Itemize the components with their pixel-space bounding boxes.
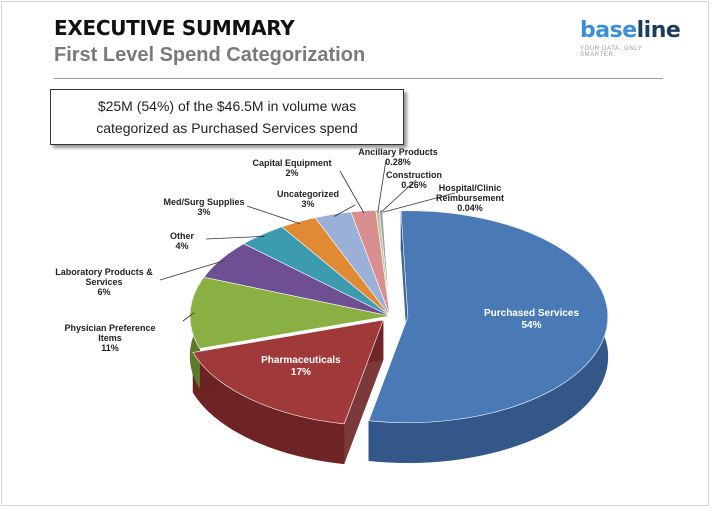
pie-label-value: 6% xyxy=(97,287,110,297)
leader-line-capital-equipment xyxy=(339,170,365,214)
logo-word-part2: line xyxy=(636,18,681,43)
baseline-logo: baseline YOUR DATA. ONLY SMARTER. xyxy=(580,18,681,59)
pie-label-value: 2% xyxy=(285,168,298,178)
pie-label-text: Med/Surg Supplies xyxy=(163,197,244,207)
summary-callout-box: $25M (54%) of the $46.5M in volume was c… xyxy=(50,89,404,145)
page-subtitle: First Level Spend Categorization xyxy=(54,44,366,66)
leader-line-laboratory-products-services xyxy=(159,260,225,281)
pie-label-other: Other 4% xyxy=(170,231,195,251)
pie-label-value: 3% xyxy=(197,207,210,217)
pie-label-text: Uncategorized xyxy=(277,189,339,199)
pie-label-hospital-clinic-reimbursement: Hospital/Clinic Reimbursement 0.04% xyxy=(436,183,504,213)
pie-label-text: Physician Preference xyxy=(64,323,155,333)
leader-line-physician-preference-items xyxy=(182,312,195,322)
pie-label-laboratory-products-services: Laboratory Products & Services 6% xyxy=(55,267,153,297)
pie-label-uncategorized: Uncategorized 3% xyxy=(277,189,339,209)
pie-label-value: 17% xyxy=(291,367,311,378)
pie-leader-lines-group xyxy=(159,159,456,322)
pie-label-ancillary-products: Ancillary Products 0.28% xyxy=(358,147,438,167)
pie-label-physician-preference-items: Physician Preference Items 11% xyxy=(64,323,155,353)
pie-label-text: Ancillary Products xyxy=(358,147,438,157)
pie-label-text: Hospital/Clinic xyxy=(439,183,502,193)
title-divider xyxy=(54,78,663,79)
pie-slice-physician-preference-items xyxy=(189,276,391,349)
pie-label-med-surg-supplies: Med/Surg Supplies 3% xyxy=(163,197,244,217)
pie-label-value: 0.04% xyxy=(457,203,483,213)
pie-label-text: Construction xyxy=(386,170,442,180)
pie-label-text: Purchased Services xyxy=(484,308,579,319)
leader-line-construction xyxy=(380,179,417,213)
pie-label-text: Reimbursement xyxy=(436,193,504,203)
pie-label-value: 54% xyxy=(521,320,541,331)
pie-label-text: Laboratory Products & xyxy=(55,267,153,277)
page-title: EXECUTIVE SUMMARY xyxy=(54,16,295,40)
logo-word-part1: base xyxy=(580,18,637,43)
pie-label-text: Items xyxy=(98,333,122,343)
pie-label-text: Capital Equipment xyxy=(252,158,331,168)
callout-line-1: $25M (54%) of the $46.5M in volume was xyxy=(97,98,357,114)
pie-label-value: 11% xyxy=(101,343,119,353)
pie-tops-group xyxy=(189,209,609,425)
leader-line-med-surg-supplies xyxy=(246,205,301,225)
leader-line-ancillary-products xyxy=(377,159,387,213)
pie-label-text: Pharmaceuticals xyxy=(261,355,341,366)
pie-slice-cut-face xyxy=(400,210,408,357)
leader-line-uncategorized xyxy=(333,204,356,217)
pie-label-value: 4% xyxy=(175,241,188,251)
pie-label-value: 0.26% xyxy=(401,180,427,190)
pie-label-capital-equipment: Capital Equipment 2% xyxy=(252,158,331,178)
pie-slice-purchased-services xyxy=(368,210,609,424)
callout-line-2: categorized as Purchased Services spend xyxy=(96,120,358,136)
pie-label-value: 3% xyxy=(301,199,314,209)
pie-label-text: Services xyxy=(85,277,122,287)
logo-wordmark: baseline xyxy=(580,18,681,43)
leader-line-other xyxy=(205,235,265,240)
logo-tagline: YOUR DATA. ONLY SMARTER. xyxy=(580,46,643,58)
pie-label-purchased-services: Purchased Services 54% xyxy=(484,308,579,331)
pie-slice-pharmaceuticals xyxy=(192,319,384,425)
pie-label-construction: Construction 0.26% xyxy=(386,170,442,190)
pie-labels-group: Purchased Services 54%Pharmaceuticals 17%P… xyxy=(55,147,579,378)
leader-line-hospital-clinic-reimbursement xyxy=(382,192,456,213)
pie-label-pharmaceuticals: Pharmaceuticals 17% xyxy=(261,355,341,378)
pie-label-value: 0.28% xyxy=(385,157,411,167)
pie-label-text: Other xyxy=(170,231,195,241)
